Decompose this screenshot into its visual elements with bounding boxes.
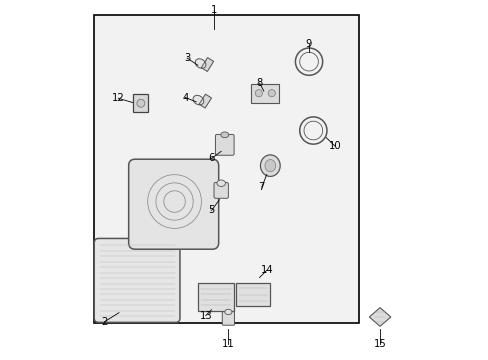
- FancyBboxPatch shape: [128, 159, 218, 249]
- Text: 12: 12: [112, 93, 124, 103]
- Ellipse shape: [195, 59, 205, 68]
- Ellipse shape: [224, 309, 231, 315]
- Circle shape: [137, 99, 144, 107]
- Circle shape: [267, 90, 275, 97]
- Text: 8: 8: [256, 78, 262, 88]
- Text: 2: 2: [101, 317, 108, 327]
- Ellipse shape: [260, 155, 280, 176]
- Text: 15: 15: [373, 339, 386, 349]
- Text: 10: 10: [328, 141, 341, 151]
- Bar: [94, 15, 359, 323]
- FancyBboxPatch shape: [198, 283, 234, 311]
- Text: 5: 5: [208, 206, 214, 216]
- Text: 13: 13: [199, 311, 212, 320]
- Text: 7: 7: [258, 182, 264, 192]
- Polygon shape: [368, 308, 390, 326]
- Text: 11: 11: [222, 339, 234, 349]
- Text: 1: 1: [210, 5, 217, 15]
- Polygon shape: [201, 58, 213, 71]
- Text: 4: 4: [182, 93, 188, 103]
- FancyBboxPatch shape: [214, 183, 228, 198]
- FancyBboxPatch shape: [94, 238, 180, 322]
- Text: 14: 14: [260, 265, 272, 275]
- Circle shape: [255, 90, 262, 97]
- FancyBboxPatch shape: [222, 312, 234, 325]
- Text: 6: 6: [208, 153, 214, 163]
- FancyBboxPatch shape: [251, 84, 279, 103]
- Ellipse shape: [221, 132, 228, 138]
- FancyBboxPatch shape: [133, 94, 148, 112]
- Ellipse shape: [264, 159, 275, 172]
- Text: 9: 9: [305, 40, 312, 49]
- Polygon shape: [199, 94, 211, 108]
- FancyBboxPatch shape: [235, 283, 270, 306]
- FancyBboxPatch shape: [215, 134, 234, 155]
- Text: 3: 3: [183, 53, 190, 63]
- Ellipse shape: [217, 180, 225, 186]
- Ellipse shape: [193, 95, 203, 105]
